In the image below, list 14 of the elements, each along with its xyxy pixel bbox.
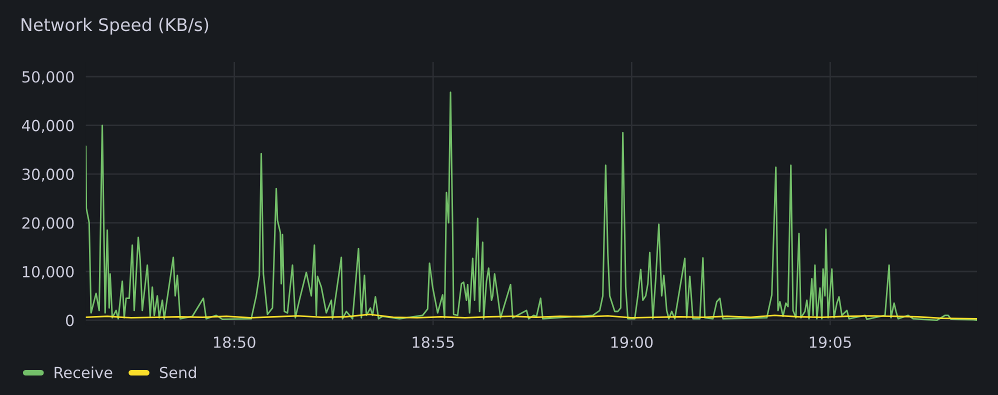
- x-tick-label: 19:00: [611, 336, 653, 348]
- y-tick-label: 20,000: [22, 217, 74, 230]
- y-tick-label: 30,000: [22, 168, 74, 182]
- y-tick-label: 40,000: [22, 120, 74, 133]
- x-tick-label: 19:05: [810, 336, 851, 348]
- legend-label: Send: [160, 366, 196, 378]
- y-tick-label: 10,000: [22, 266, 74, 280]
- line-series: [86, 91, 978, 321]
- chart-title: Network Speed (KB/s): [22, 18, 208, 35]
- x-tick-label: 18:55: [412, 336, 454, 348]
- y-tick-label: 50,000: [22, 71, 74, 84]
- y-tick-label: 0: [66, 314, 74, 326]
- legend-label: Receive: [54, 366, 112, 378]
- x-tick-label: 18:50: [214, 336, 256, 348]
